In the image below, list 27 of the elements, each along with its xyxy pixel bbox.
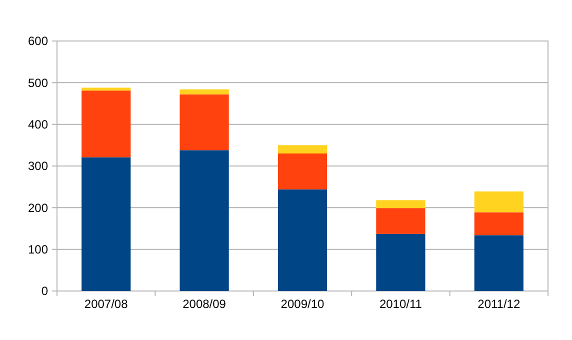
- bar: [474, 235, 524, 291]
- y-tick-label: 200: [28, 200, 48, 215]
- bar: [376, 208, 426, 234]
- bar: [180, 94, 229, 150]
- y-tick-label: 100: [28, 242, 48, 257]
- y-tick-label: 0: [41, 284, 48, 298]
- bar: [278, 154, 328, 190]
- y-tick-label: 500: [28, 76, 48, 90]
- y-tick-label: 300: [28, 159, 48, 174]
- bar: [82, 157, 131, 291]
- bar: [376, 234, 426, 291]
- bar: [180, 150, 229, 291]
- bar: [474, 191, 524, 212]
- x-tick-label: 2007/08: [84, 297, 128, 311]
- bar: [278, 145, 328, 154]
- bar: [474, 212, 524, 236]
- x-tick-label: 2011/12: [478, 297, 520, 311]
- bar: [82, 90, 131, 158]
- x-tick-label: 2009/10: [280, 297, 325, 311]
- bar: [180, 89, 229, 94]
- bar: [376, 200, 426, 208]
- x-tick-label: 2008/09: [182, 297, 226, 311]
- y-tick-label: 400: [28, 118, 48, 132]
- bar: [278, 189, 328, 291]
- x-tick-label: 2010/11: [379, 297, 422, 311]
- bar: [82, 88, 131, 91]
- y-tick-label: 600: [28, 34, 48, 48]
